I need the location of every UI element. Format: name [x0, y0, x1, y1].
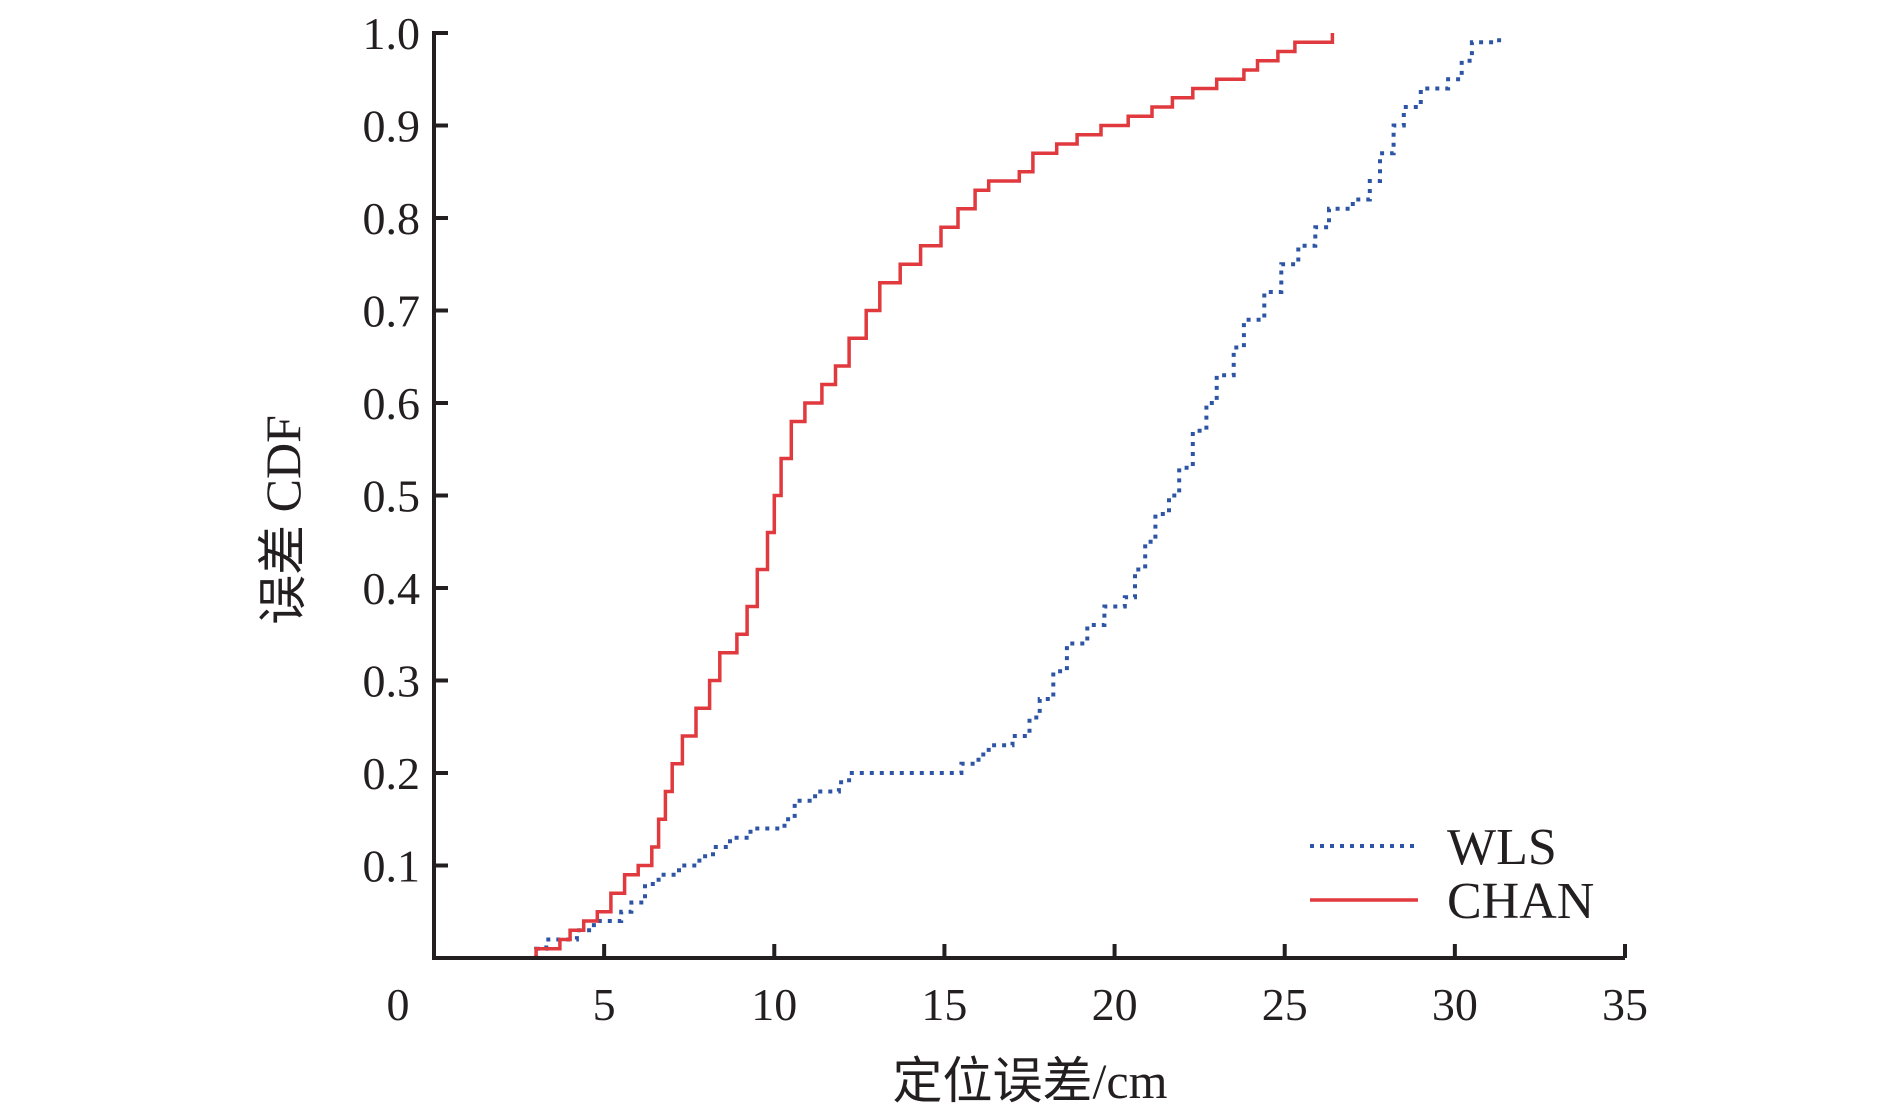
- y-tick-label: 0.4: [363, 563, 421, 614]
- y-tick-label: 0.7: [363, 286, 421, 337]
- legend-label-chan: CHAN: [1447, 873, 1594, 930]
- x-axis-title: 定位误差/cm: [893, 1053, 1168, 1109]
- x-tick-label: 35: [1602, 979, 1648, 1030]
- series-line-wls: [474, 33, 1502, 960]
- y-tick-label: 0.3: [363, 656, 421, 707]
- y-tick-label: 1.0: [363, 8, 421, 59]
- y-tick-label: 0.5: [363, 471, 421, 522]
- legend-label-wls: WLS: [1447, 819, 1557, 876]
- x-tick-label: 30: [1432, 979, 1478, 1030]
- x-tick-label: 0: [387, 979, 410, 1030]
- y-ticks: 0.1 0.2 0.3 0.4 0.5 0.6 0.7 0.8 0.9 1.0: [363, 8, 448, 892]
- y-tick-label: 0.6: [363, 378, 421, 429]
- series-line-chan: [474, 33, 1335, 960]
- y-axis-title: 误差 CDF: [255, 415, 311, 625]
- axes: 0 5 10 15 20 25 30 35 0.10.20.30.40.50.60.70.80…: [363, 8, 1649, 1030]
- x-tick-label: 15: [921, 979, 967, 1030]
- y-tick-label: 0.1: [363, 841, 421, 892]
- x-tick-label: 10: [751, 979, 797, 1030]
- y-tick-label: 0.8: [363, 193, 421, 244]
- plot-lines: [474, 33, 1502, 960]
- x-tick-label: 20: [1092, 979, 1138, 1030]
- x-tick-label: 25: [1262, 979, 1308, 1030]
- y-tick-label: 0.2: [363, 748, 421, 799]
- y-tick-label: 0.9: [363, 101, 421, 152]
- x-ticks: 0 5 10 15 20 25 30 35: [387, 944, 1648, 1030]
- legend: WLS CHAN: [1310, 819, 1594, 930]
- x-tick-label: 5: [593, 979, 616, 1030]
